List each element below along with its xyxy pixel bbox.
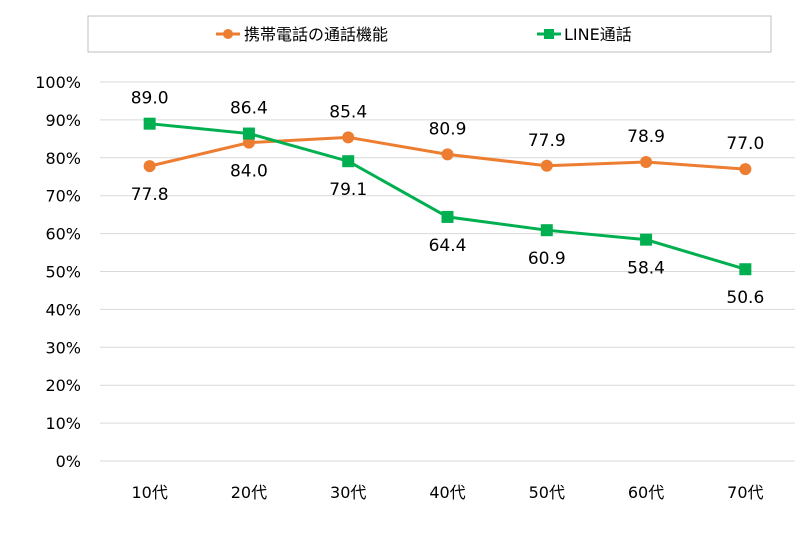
data-label: 89.0	[131, 89, 169, 109]
data-label: 64.4	[429, 236, 467, 256]
x-tick-label: 10代	[131, 483, 167, 502]
legend: 携帯電話の通話機能 LINE通話	[216, 25, 632, 44]
data-point	[739, 263, 752, 276]
y-tick-label: 70%	[45, 187, 81, 206]
y-tick-label: 80%	[45, 149, 81, 168]
data-label: 84.0	[230, 162, 268, 182]
data-label: 86.4	[230, 99, 268, 119]
data-point	[640, 233, 653, 246]
y-tick-label: 90%	[45, 111, 81, 130]
data-label: 60.9	[528, 249, 566, 269]
legend-marker-mobile	[223, 29, 233, 39]
y-tick-label: 0%	[56, 452, 81, 471]
data-point	[242, 136, 255, 149]
x-tick-label: 40代	[429, 483, 465, 502]
series-1: 89.0 86.4 79.1 64.4 60.9 58.4 50.6	[131, 89, 765, 309]
data-label: 85.4	[329, 102, 367, 122]
data-label: 77.0	[726, 134, 764, 154]
legend-label-line: LINE通話	[564, 25, 632, 44]
y-tick-label: 60%	[45, 225, 81, 244]
legend-marker-line	[544, 29, 554, 39]
data-point	[540, 224, 553, 237]
data-point	[143, 160, 156, 173]
y-tick-label: 30%	[45, 338, 81, 357]
data-label: 79.1	[329, 180, 367, 200]
data-point	[342, 131, 355, 144]
data-point	[242, 127, 255, 140]
legend-box	[87, 15, 772, 53]
data-point	[342, 155, 355, 168]
data-label: 80.9	[429, 119, 467, 139]
x-tick-label: 50代	[529, 483, 565, 502]
x-tick-label: 20代	[231, 483, 267, 502]
data-label: 78.9	[627, 127, 665, 147]
y-tick-label: 50%	[45, 263, 81, 282]
data-point	[143, 117, 156, 130]
y-tick-label: 10%	[45, 414, 81, 433]
data-point	[441, 210, 454, 223]
data-point	[441, 148, 454, 161]
data-label: 58.4	[627, 259, 665, 279]
legend-label-mobile: 携帯電話の通話機能	[244, 25, 388, 44]
data-label: 77.9	[528, 131, 566, 151]
x-tick-label: 70代	[727, 483, 763, 502]
data-point	[640, 155, 653, 168]
data-point	[739, 163, 752, 176]
data-label: 50.6	[726, 288, 764, 308]
y-tick-label: 20%	[45, 376, 81, 395]
x-tick-label: 60代	[628, 483, 664, 502]
x-tick-label: 30代	[330, 483, 366, 502]
series-0: 77.8 84.0 85.4 80.9 77.9 78.9 77.0	[131, 102, 765, 205]
y-tick-label: 100%	[35, 73, 81, 92]
data-point	[540, 159, 553, 172]
data-label: 77.8	[131, 185, 169, 205]
y-tick-label: 40%	[45, 300, 81, 319]
